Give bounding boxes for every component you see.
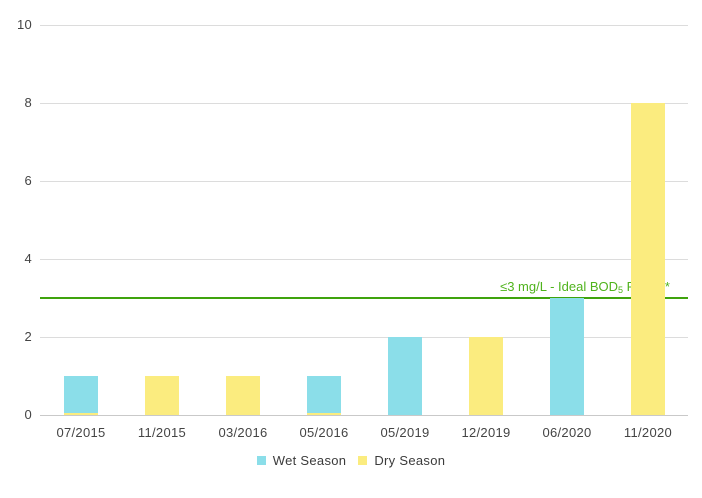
bar-11-2020[interactable] xyxy=(631,103,665,415)
x-axis-tick-label: 12/2019 xyxy=(461,425,511,440)
y-gridline xyxy=(40,337,688,338)
bar-11-2015[interactable] xyxy=(145,376,179,415)
bar-07-2015[interactable] xyxy=(64,376,98,415)
reference-line-label-prefix: ≤3 mg/L - Ideal BOD xyxy=(500,279,618,294)
x-axis-tick-label: 03/2016 xyxy=(218,425,268,440)
bar-05-2019[interactable] xyxy=(388,337,422,415)
y-axis-tick-label: 4 xyxy=(24,251,32,266)
x-axis-tick-label: 11/2020 xyxy=(623,425,673,440)
x-axis-tick-label: 05/2019 xyxy=(380,425,430,440)
y-gridline xyxy=(40,103,688,104)
legend: Wet Season Dry Season xyxy=(0,453,702,468)
y-axis-tick-label: 0 xyxy=(24,407,32,422)
reference-line-label-subscript: 5 xyxy=(618,285,624,295)
legend-swatch-icon xyxy=(256,456,266,465)
legend-item-wet-season[interactable]: Wet Season xyxy=(256,453,347,468)
y-gridline xyxy=(40,25,688,26)
legend-item-dry-season[interactable]: Dry Season xyxy=(358,453,445,468)
y-gridline xyxy=(40,181,688,182)
bar-base-sliver xyxy=(64,413,98,415)
bar-03-2016[interactable] xyxy=(226,376,260,415)
y-axis-tick-label: 10 xyxy=(16,17,32,32)
bar-05-2016[interactable] xyxy=(307,376,341,415)
x-axis-tick-label: 07/2015 xyxy=(56,425,106,440)
legend-label: Dry Season xyxy=(374,453,446,468)
y-axis-tick-label: 6 xyxy=(24,173,32,188)
y-axis-tick-label: 2 xyxy=(24,329,32,344)
legend-swatch-icon xyxy=(358,456,368,465)
bar-06-2020[interactable] xyxy=(550,298,584,415)
x-axis-tick-label: 11/2015 xyxy=(137,425,187,440)
y-gridline xyxy=(40,259,688,260)
legend-label: Wet Season xyxy=(272,453,347,468)
ideal-bod-reference-line xyxy=(40,297,688,299)
x-axis-tick-label: 05/2016 xyxy=(299,425,349,440)
bar-12-2019[interactable] xyxy=(469,337,503,415)
bar-base-sliver xyxy=(307,413,341,415)
x-axis-tick-label: 06/2020 xyxy=(542,425,592,440)
y-axis-tick-label: 8 xyxy=(24,95,32,110)
x-axis-line xyxy=(40,415,688,416)
